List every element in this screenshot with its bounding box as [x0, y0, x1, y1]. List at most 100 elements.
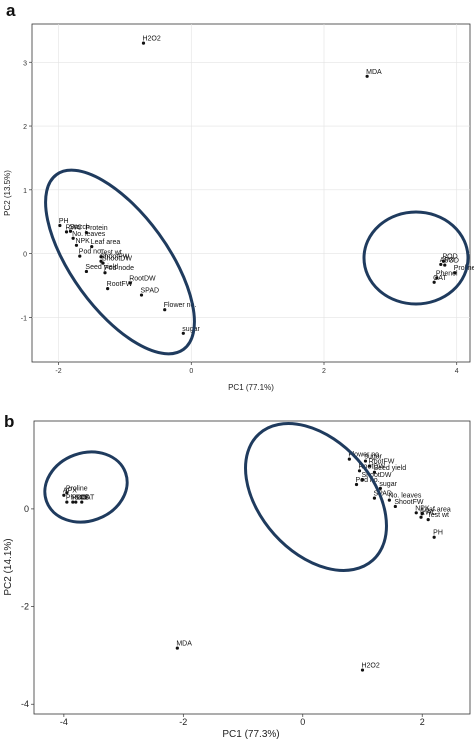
y-tick-label: 2: [23, 124, 27, 131]
data-point-label: RootFW: [107, 281, 133, 288]
data-point-marker: [84, 269, 89, 274]
data-point-label: Pod no.: [356, 477, 380, 484]
panel-b-x-axis-title: PC1 (77.3%): [222, 729, 279, 740]
data-point-label: ShootFW: [394, 499, 424, 506]
data-point-marker: [420, 512, 424, 516]
data-point-marker: [65, 491, 69, 495]
data-point-marker: [141, 41, 146, 45]
panel-b: b -4 -2 0 2 -4 -2 0 ProlineAPXPODSODPhenolCAT…: [3, 412, 471, 740]
data-point-marker: [426, 518, 430, 522]
data-point-marker: [419, 515, 423, 519]
y-tick-label: -4: [21, 699, 29, 709]
data-point: Leaf area: [90, 239, 121, 249]
data-point-label: Flower no.: [348, 452, 381, 459]
data-point-marker: [360, 478, 365, 482]
data-point: RWC: [64, 224, 82, 234]
data-point-marker: [99, 255, 103, 259]
data-point-marker: [432, 535, 436, 539]
data-point-marker: [103, 271, 107, 275]
y-tick-label: 0: [23, 252, 27, 259]
data-point-label: sugar: [182, 326, 200, 333]
data-point-marker: [101, 261, 105, 265]
data-point-marker: [439, 262, 443, 267]
data-point: No. leaves: [71, 231, 106, 240]
data-point-label: No. leaves: [388, 493, 422, 500]
data-point: POD: [71, 495, 87, 504]
data-point: Seed yield: [84, 264, 118, 274]
y-tick-label: 1: [23, 188, 27, 195]
x-tick-label: 2: [322, 368, 326, 375]
data-point-label: No. leaves: [72, 231, 106, 238]
data-point-label: RootDW: [129, 275, 156, 282]
data-point-label: POD: [442, 254, 457, 261]
data-point-marker: [441, 259, 446, 263]
data-point-marker: [128, 281, 132, 285]
data-point: APX: [439, 257, 454, 267]
data-point-marker: [393, 504, 397, 509]
data-point: Phenol: [435, 270, 458, 280]
panel-b-x-ticks: -4 -2 0 2: [60, 714, 425, 727]
data-point: SPAD: [139, 288, 160, 297]
data-point-label: Protein: [85, 225, 107, 232]
data-point-label: RootDW: [359, 463, 386, 470]
data-point-marker: [372, 470, 377, 474]
data-point: Pod node: [103, 265, 134, 275]
data-point: sugar: [181, 326, 200, 335]
data-point-marker: [139, 293, 144, 297]
data-point-marker: [372, 496, 377, 500]
data-point: RootFW: [106, 281, 133, 291]
data-point-label: Leaf area: [91, 239, 121, 246]
data-point: SPAD: [372, 491, 392, 500]
data-point-marker: [354, 482, 359, 487]
data-point-label: ShootDW: [102, 256, 132, 263]
data-point-marker: [175, 646, 179, 650]
data-point-label: H2O2: [142, 36, 160, 43]
data-point-marker: [58, 223, 62, 228]
data-point-label: SPAD: [141, 288, 160, 295]
panel-a-x-axis-title: PC1 (77.1%): [228, 383, 274, 392]
data-point-label: POD: [72, 495, 87, 502]
data-point: ShootDW: [360, 472, 392, 482]
data-point: MDA: [175, 641, 192, 650]
data-point: Test wt: [99, 249, 122, 259]
data-point-marker: [71, 236, 75, 240]
y-tick-label: -1: [21, 315, 27, 322]
panel-b-cluster-ellipse-right: [244, 422, 388, 572]
y-tick-label: 3: [23, 60, 27, 67]
data-point: Leaf area: [420, 506, 451, 516]
data-point: Proline: [453, 265, 474, 275]
data-point: CAT: [80, 495, 95, 504]
data-point-marker: [443, 263, 447, 267]
data-point-marker: [181, 331, 185, 335]
data-point-label: Test wt: [100, 249, 122, 256]
data-point-label: Starch: [69, 224, 89, 231]
data-point-marker: [357, 469, 362, 473]
data-point-label: MDA: [366, 69, 382, 76]
panel-b-label: b: [4, 412, 14, 431]
data-point-marker: [360, 668, 365, 672]
data-point-label: Pod node: [104, 265, 134, 272]
data-point-label: PH: [59, 218, 69, 225]
data-point: No. leaves: [387, 493, 422, 502]
data-point-label: Proline: [454, 265, 474, 272]
data-point-label: Pod no.: [79, 249, 103, 256]
y-tick-label: -2: [21, 602, 29, 612]
data-point-label: Proline: [66, 485, 88, 492]
x-tick-label: -2: [55, 368, 61, 375]
data-point-marker: [99, 259, 103, 263]
data-point: Proline: [65, 485, 88, 495]
data-point-label: RWC: [420, 510, 437, 517]
data-point: Phenol: [65, 495, 88, 504]
data-point-label: CAT: [81, 495, 95, 502]
data-point-marker: [163, 308, 167, 312]
data-point: Seed yield: [372, 465, 406, 474]
panel-b-plot-area: [33, 420, 471, 715]
data-point-label: CAT: [433, 275, 447, 282]
data-point-label: sugar: [379, 481, 397, 488]
panel-a-cluster-ellipse-right: [362, 210, 470, 306]
panel-a-grid: [32, 24, 470, 362]
data-point-marker: [347, 457, 351, 461]
